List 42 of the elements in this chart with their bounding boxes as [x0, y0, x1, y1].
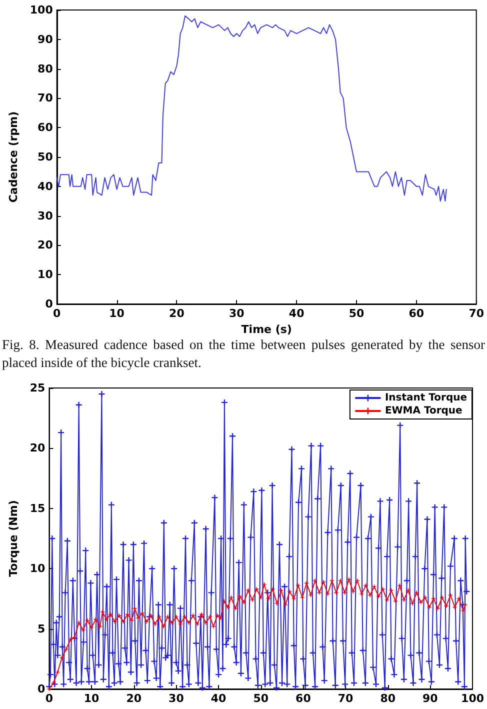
y-tick-label: 0 [45, 298, 54, 310]
caption: Fig. 8. Measured cadence based on the time between pulses generated by the sensor placed inside of the bicycle crankset. [2, 336, 485, 372]
y-tick-label: 25 [30, 382, 46, 394]
y-tick-label: 10 [38, 268, 54, 282]
y-tick-label: 100 [30, 4, 54, 16]
y-tick-label: 70 [38, 92, 54, 105]
legend-label: EWMA Torque [384, 406, 463, 416]
y-tick-label: 60 [38, 121, 54, 134]
line-series [56, 15, 447, 202]
x-tick-label: 40 [288, 307, 305, 320]
x-tick-label: 50 [348, 307, 364, 320]
x-tick-label: 30 [168, 692, 184, 705]
x-tick-label: 90 [422, 692, 438, 705]
y-tick-label: 30 [38, 209, 54, 222]
x-tick-label: 60 [408, 307, 424, 320]
x-tick-label: 50 [253, 692, 269, 705]
x-tick-label: 100 [461, 692, 484, 705]
y-axis-title: Cadence (rpm) [7, 111, 20, 203]
y-axis-title: Torque (Nm) [7, 500, 20, 577]
x-tick-label: 60 [296, 692, 312, 705]
x-tick-label: 0 [53, 307, 62, 320]
x-tick-label: 70 [338, 692, 354, 705]
x-axis-title: Time (s) [241, 323, 292, 336]
y-tick-label: 90 [38, 32, 54, 46]
y-tick-label: 80 [38, 62, 54, 76]
x-tick-label: 10 [109, 307, 125, 320]
x-tick-label: 20 [169, 307, 185, 320]
x-tick-label: 30 [228, 307, 245, 320]
y-tick-label: 15 [30, 502, 46, 515]
y-tick-label: 50 [38, 150, 54, 164]
x-tick-label: 40 [210, 692, 227, 705]
y-tick-label: 20 [30, 442, 46, 455]
y-tick-label: 10 [30, 562, 46, 576]
x-tick-label: 10 [84, 692, 100, 705]
y-tick-label: 5 [38, 622, 46, 636]
y-tick-label: 20 [38, 238, 54, 252]
legend-label: Instant Torque [384, 392, 468, 404]
x-tick-label: 70 [468, 307, 484, 320]
y-tick-label: 0 [38, 682, 46, 696]
x-tick-label: 20 [126, 692, 142, 705]
x-tick-label: 80 [380, 692, 396, 705]
y-tick-label: 40 [38, 180, 54, 193]
